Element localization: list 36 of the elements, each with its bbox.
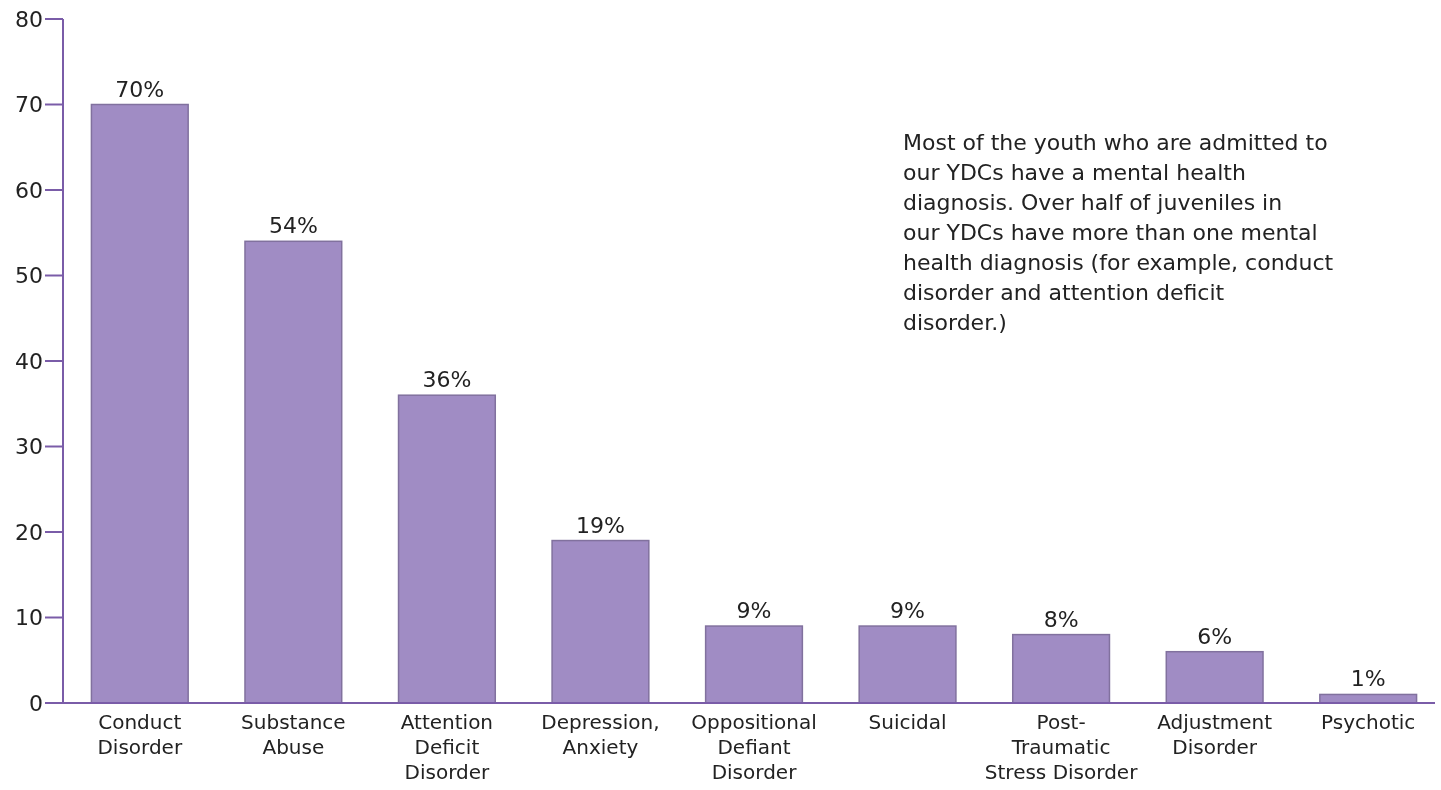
x-tick-label: Suicidal	[868, 710, 947, 734]
data-label: 54%	[268, 213, 318, 239]
y-tick-label: 0	[29, 690, 43, 716]
y-tick-label: 20	[15, 519, 43, 545]
data-label: 70%	[115, 76, 165, 102]
bar	[244, 240, 343, 704]
x-tick-label: Adjustment Disorder	[1157, 710, 1273, 759]
bar	[551, 539, 650, 704]
bar	[858, 625, 957, 704]
bar	[90, 103, 189, 704]
y-tick-label: 10	[15, 605, 43, 631]
y-tick-label: 50	[15, 263, 43, 289]
y-tick-label: 40	[15, 348, 43, 374]
x-tick-label: Depression, Anxiety	[541, 710, 660, 759]
bar	[1165, 650, 1264, 704]
x-tick-label: Psychotic	[1321, 710, 1416, 734]
bar	[704, 625, 804, 704]
y-tick-label: 30	[15, 434, 43, 460]
x-tick-label: Post- Traumatic Stress Disorder	[984, 710, 1139, 784]
y-tick-label: 60	[15, 177, 43, 203]
annotation: Most of the youth who are admitted to our YDCs have a mental health diagnosis. Over half of juveniles in our YDCs have more than one mental health diagnosis (for example, conduct disorder and attention deficit disorder.)	[903, 130, 1334, 335]
data-label: 9%	[890, 598, 925, 624]
y-tick-label: 70	[15, 92, 43, 118]
x-tick-label: Substance Abuse	[241, 710, 346, 759]
x-tick-label: Oppositional Defiant Disorder	[691, 710, 817, 784]
data-label: 8%	[1043, 606, 1079, 632]
data-label: 9%	[736, 598, 772, 624]
y-tick-label: 80	[15, 6, 43, 32]
data-label: 1%	[1350, 666, 1386, 692]
data-label: 6%	[1197, 623, 1233, 649]
data-label: 19%	[576, 512, 625, 538]
x-tick-label: Attention Deficit Disorder	[400, 710, 494, 784]
x-tick-label: Conduct Disorder	[97, 710, 183, 759]
bar	[1011, 633, 1111, 704]
bar	[397, 394, 497, 704]
data-label: 36%	[422, 367, 472, 393]
